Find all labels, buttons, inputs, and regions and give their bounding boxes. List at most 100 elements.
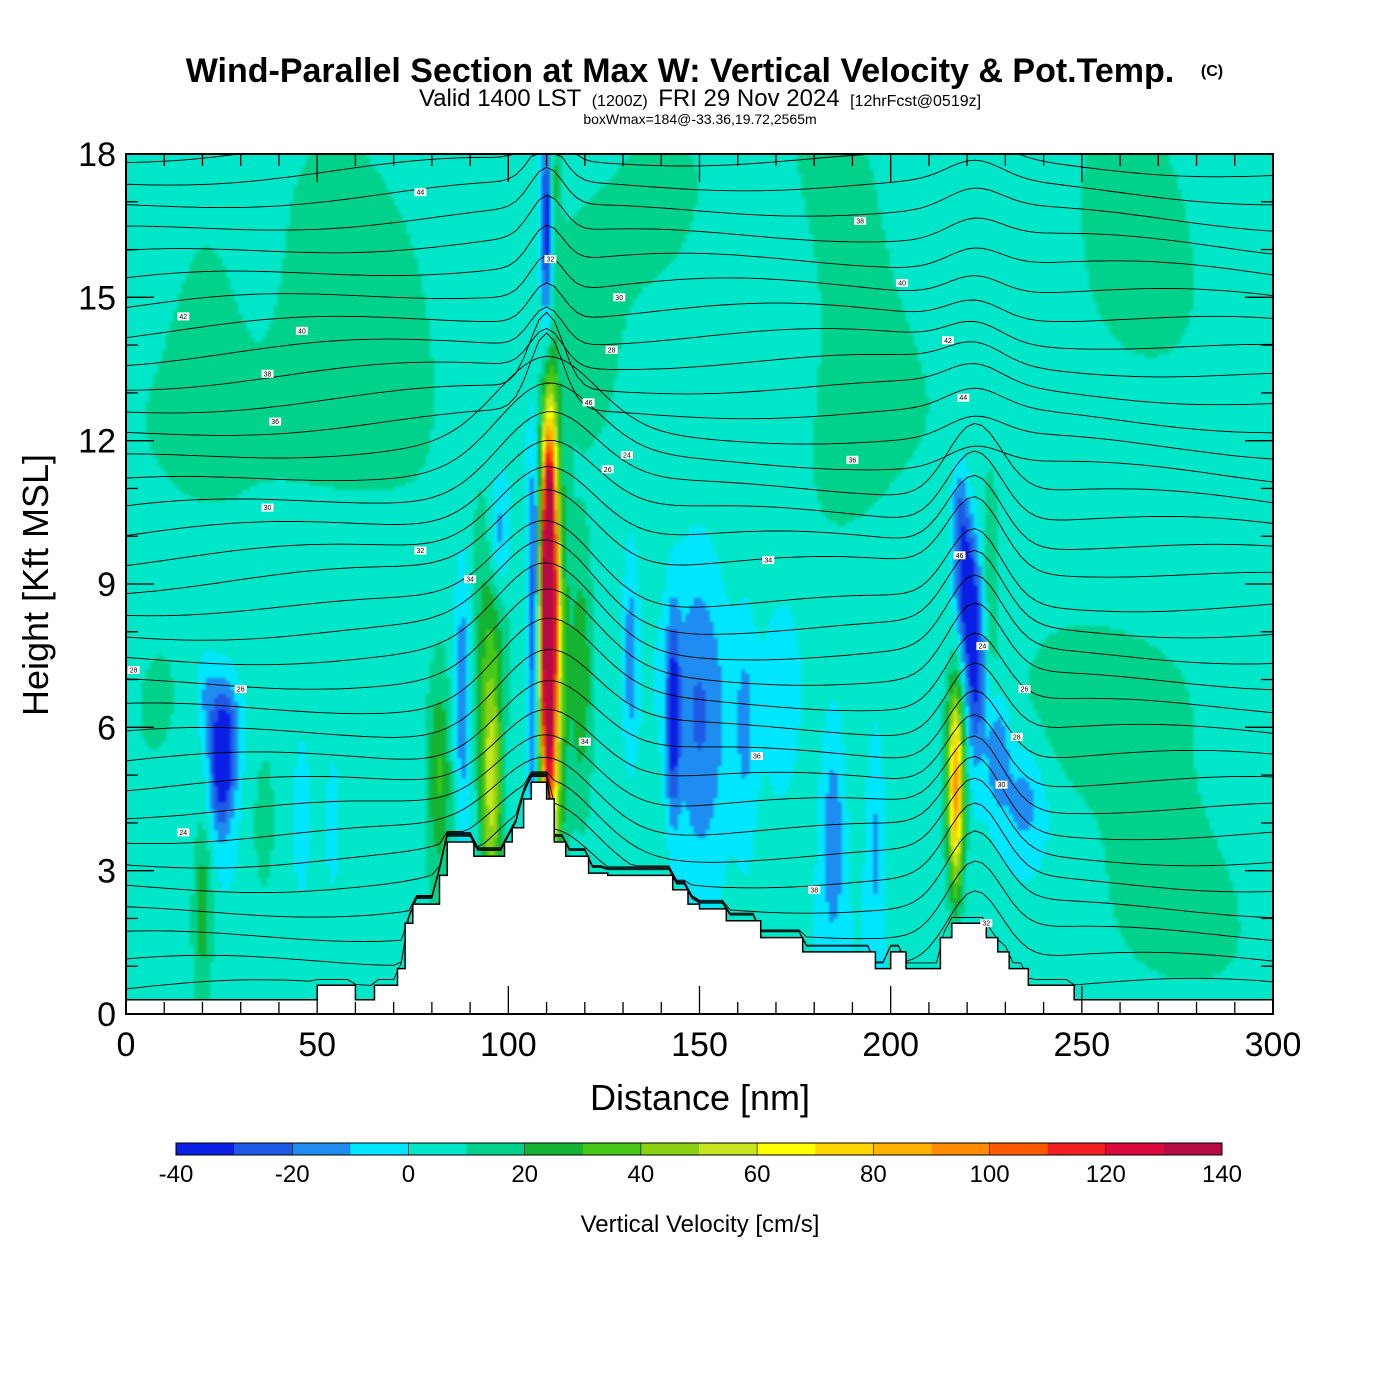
theta-contour-label: 42 [177, 312, 190, 321]
theta-contour-label: 36 [269, 417, 282, 426]
theta-contour-line [125, 649, 1274, 738]
svg-text:24: 24 [179, 830, 187, 837]
colorbar-swatch [640, 1143, 700, 1155]
theta-contour-line [125, 680, 1274, 762]
svg-text:32: 32 [982, 921, 990, 928]
theta-contour-line [125, 466, 1274, 567]
theta-contour-label: 42 [942, 336, 954, 345]
chart-title: Wind-Parallel Section at Max W: Vertical… [186, 52, 1174, 90]
theta-contour-label: 24 [177, 828, 190, 837]
colorbar-tick-labels: -40 -20 0 20 40 60 80 100 120 140 [159, 1143, 1242, 1188]
colorbar-swatch [176, 1143, 235, 1155]
theta-contour-line [125, 520, 1274, 617]
x-tick-label: 250 [1053, 1026, 1110, 1064]
colorbar: -40 -20 0 20 40 60 80 100 120 140 Vertical Veloci… [159, 1142, 1242, 1238]
forecast-label: [12hrFcst@0519z] [850, 93, 981, 110]
colorbar-tick-label: 120 [1086, 1161, 1126, 1188]
theta-contour-line [125, 282, 1274, 339]
theta-contour-labels: 24 26 28 30 32 34 36 38 40 42 44 46 24 26 28 30 32 34 36 38… [127, 188, 1031, 928]
svg-text:36: 36 [753, 754, 761, 761]
theta-contour-label: 36 [846, 455, 859, 464]
theta-contour-label: 34 [464, 575, 477, 584]
theta-contour-line [125, 562, 1274, 666]
y-axis-title: Height [Kft MSL] [15, 454, 56, 716]
theta-contour-label: 28 [605, 345, 618, 354]
title-block: Wind-Parallel Section at Max W: Vertical… [186, 52, 1223, 127]
svg-text:40: 40 [298, 328, 306, 335]
valid-time-line: Valid 1400 LST (1200Z) FRI 29 Nov 2024 [… [419, 85, 981, 112]
colorbar-tick-label: 80 [860, 1161, 887, 1188]
theta-contour-label: 24 [976, 642, 989, 651]
theta-contour-label: 28 [127, 666, 140, 675]
svg-text:24: 24 [623, 453, 631, 460]
valid-prefix: Valid 1400 LST [419, 85, 582, 112]
theta-contour-label: 30 [613, 293, 626, 302]
colorbar-tick-label: -20 [275, 1161, 310, 1188]
theta-contour-line [125, 382, 1274, 483]
theta-contour-label: 32 [544, 255, 557, 264]
theta-contour-line [125, 327, 1274, 391]
colorbar-swatch [873, 1143, 932, 1155]
theta-contour-line [125, 776, 1274, 990]
theta-contour-line [125, 224, 1274, 279]
theta-contour-line [125, 588, 1274, 691]
colorbar-title: Vertical Velocity [cm/s] [581, 1211, 820, 1238]
theta-contour-line [125, 306, 1274, 367]
svg-text:36: 36 [271, 419, 279, 426]
colorbar-tick-label: -40 [159, 1161, 194, 1188]
colorbar-tick-label: 20 [511, 1161, 538, 1188]
svg-text:36: 36 [849, 457, 857, 464]
colorbar-tick-label: 100 [970, 1161, 1010, 1188]
svg-text:28: 28 [608, 347, 616, 354]
svg-text:32: 32 [417, 548, 425, 555]
theta-contour-label: 46 [953, 551, 966, 560]
theta-contour-label: 46 [582, 398, 595, 407]
theta-contour-line [125, 772, 1274, 894]
theta-contour-label: 32 [980, 919, 993, 928]
y-tick-label: 9 [97, 566, 116, 604]
theta-contour-label: 30 [261, 503, 274, 512]
theta-contour-line [125, 166, 1274, 232]
theta-contour-label: 44 [414, 188, 427, 197]
copyright-mark: (C) [1201, 63, 1223, 80]
svg-text:40: 40 [898, 281, 906, 288]
svg-text:28: 28 [1013, 734, 1021, 741]
theta-contour-line [125, 755, 1274, 845]
y-tick-label: 15 [78, 279, 116, 317]
svg-text:44: 44 [959, 395, 967, 402]
svg-text:28: 28 [130, 668, 138, 675]
boxwmax-label: boxWmax=184@-33.36,19.72,2565m [583, 111, 816, 127]
svg-text:26: 26 [604, 467, 612, 474]
svg-text:30: 30 [998, 782, 1006, 789]
theta-contour-label: 34 [578, 737, 591, 746]
svg-text:30: 30 [264, 505, 272, 512]
valid-utc: (1200Z) [592, 93, 648, 110]
theta-contour-line [125, 489, 1273, 595]
svg-text:30: 30 [615, 295, 623, 302]
svg-text:26: 26 [1021, 687, 1029, 694]
svg-text:42: 42 [944, 338, 952, 345]
colorbar-swatch [292, 1143, 351, 1155]
svg-text:46: 46 [585, 400, 593, 407]
x-tick-labels: 0 50 100 150 200 250 300 [117, 1026, 1302, 1064]
theta-contour-label: 32 [414, 546, 427, 555]
colorbar-tick-label: 140 [1202, 1161, 1242, 1188]
colorbar-swatch [466, 1143, 526, 1155]
x-tick-label: 50 [298, 1026, 336, 1064]
svg-text:44: 44 [417, 190, 425, 197]
colorbar-tick-label: 0 [402, 1161, 415, 1188]
theta-contour-line [125, 439, 1274, 537]
x-axis-title: Distance [nm] [590, 1077, 810, 1118]
plot-area: 2426283032343638404244462426283032343638… [78, 136, 1301, 1064]
theta-contour-label: 44 [957, 393, 970, 402]
svg-text:34: 34 [764, 558, 772, 565]
svg-text:32: 32 [547, 257, 555, 264]
theta-contour-label: 38 [808, 885, 821, 894]
x-tick-label: 200 [862, 1026, 919, 1064]
svg-text:34: 34 [466, 577, 474, 584]
theta-contour-label: 24 [620, 451, 633, 460]
colorbar-swatch [1047, 1143, 1107, 1155]
colorbar-swatch [931, 1143, 991, 1155]
colorbar-swatch [234, 1143, 293, 1155]
